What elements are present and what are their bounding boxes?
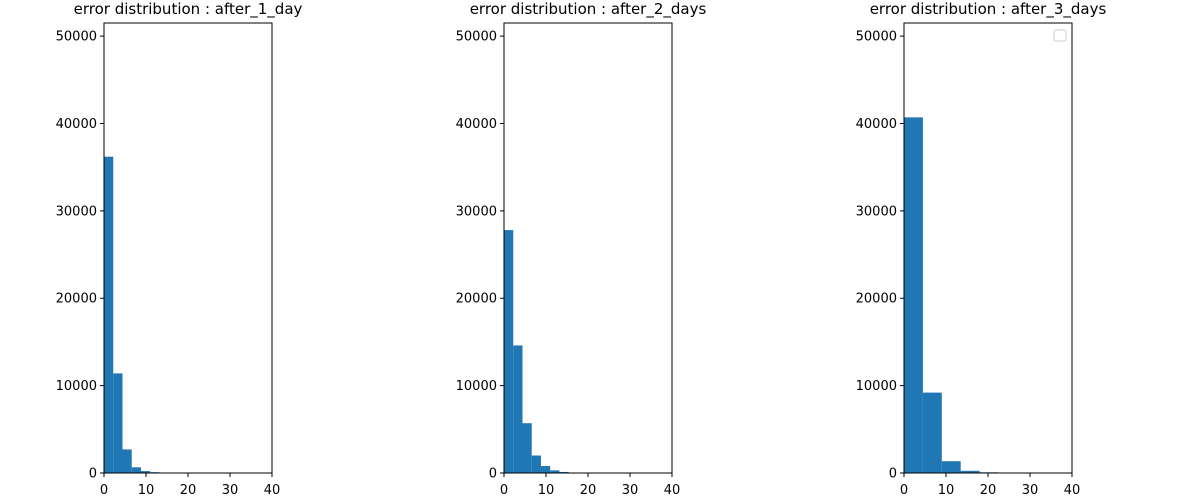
ticks-group: 0 10 20 30 40 0 10000 20000 30000 40000 50000 [856, 30, 1081, 498]
legend-box [1053, 29, 1067, 42]
chart-title: error distribution : after_2_days [470, 0, 707, 19]
x-tick-label: 20 [180, 483, 197, 498]
x-tick-label: 10 [938, 483, 955, 498]
histogram-bar [513, 345, 523, 473]
subplot-after-1-day: error distribution : after_1_day 0 10 20 30… [56, 0, 303, 498]
y-tick-label: 20000 [56, 292, 97, 307]
y-tick-label: 30000 [56, 204, 97, 219]
bars-group [904, 117, 1018, 474]
x-tick-label: 40 [1064, 483, 1081, 498]
axes-frame [503, 22, 673, 474]
y-tick-label: 0 [89, 467, 97, 482]
x-tick-label: 0 [100, 483, 108, 498]
y-tick-label: 10000 [456, 379, 497, 394]
histogram-bar [122, 449, 132, 473]
histogram-bar [922, 392, 942, 473]
histogram-bar [559, 471, 569, 473]
axes-frame [903, 22, 1073, 474]
ticks-group: 0 10 20 30 40 0 10000 20000 30000 40000 50000 [56, 30, 281, 498]
histogram-bar [941, 461, 961, 473]
histogram-bar [522, 423, 532, 473]
subplot-after-3-days: error distribution : after_3_days 0 10 20 3… [856, 0, 1107, 498]
histogram-bar [960, 470, 980, 473]
histogram-bar [131, 467, 141, 473]
histogram-bar [531, 455, 541, 473]
y-tick-label: 30000 [456, 204, 497, 219]
y-tick-label: 40000 [56, 117, 97, 132]
x-tick-label: 30 [1022, 483, 1039, 498]
y-tick-label: 50000 [56, 30, 97, 45]
x-tick-label: 0 [900, 483, 908, 498]
y-tick-label: 50000 [856, 30, 897, 45]
y-tick-label: 40000 [456, 117, 497, 132]
x-tick-label: 30 [222, 483, 239, 498]
ticks-group: 0 10 20 30 40 0 10000 20000 30000 40000 50000 [456, 30, 681, 498]
x-tick-label: 20 [580, 483, 597, 498]
histogram-bar [904, 117, 923, 474]
histogram-bar [140, 471, 151, 473]
y-tick-label: 30000 [856, 204, 897, 219]
chart-title: error distribution : after_1_day [74, 0, 303, 19]
histogram-bar [504, 230, 514, 473]
y-tick-label: 10000 [856, 379, 897, 394]
histogram-bar [104, 156, 114, 473]
x-tick-label: 20 [980, 483, 997, 498]
chart-title: error distribution : after_3_days [870, 0, 1107, 19]
x-tick-label: 10 [538, 483, 555, 498]
histogram-bar [550, 470, 560, 473]
histogram-bar [113, 373, 123, 473]
y-tick-label: 40000 [856, 117, 897, 132]
y-tick-label: 20000 [856, 292, 897, 307]
y-tick-label: 20000 [456, 292, 497, 307]
histogram-bar [540, 466, 551, 473]
y-tick-label: 0 [489, 467, 497, 482]
x-tick-label: 30 [622, 483, 639, 498]
y-tick-label: 10000 [56, 379, 97, 394]
x-tick-label: 40 [264, 483, 281, 498]
x-tick-label: 40 [664, 483, 681, 498]
y-tick-label: 50000 [456, 30, 497, 45]
x-tick-label: 0 [500, 483, 508, 498]
axes-frame [103, 22, 273, 474]
y-tick-label: 0 [889, 467, 897, 482]
x-tick-label: 10 [138, 483, 155, 498]
subplot-after-2-days: error distribution : after_2_days 0 10 20 3… [456, 0, 707, 498]
